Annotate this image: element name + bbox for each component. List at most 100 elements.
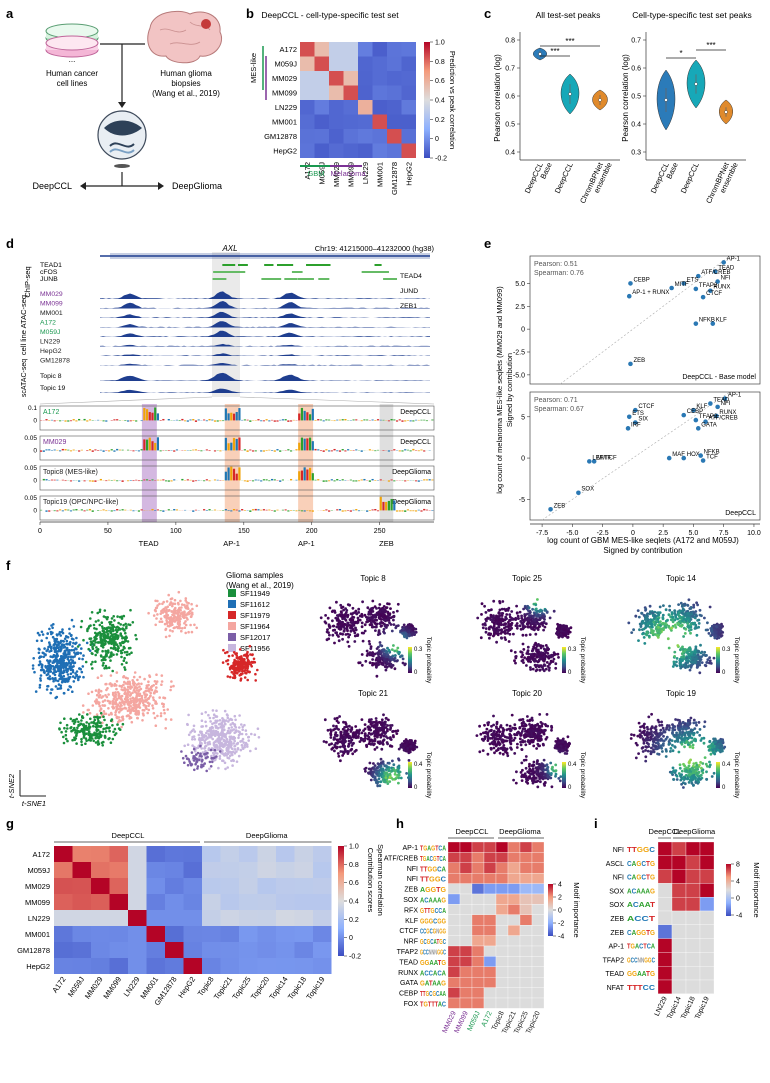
tsne-point [189,609,192,613]
heatmap-cell [401,143,416,158]
tsne-point [62,669,66,672]
x-tick: -7.5 [536,530,548,537]
tsne-point [102,631,106,635]
topic-point [363,623,367,627]
tsne-point [76,645,80,648]
contribution-bar [281,419,285,421]
tsne-point [191,613,194,616]
topic-point [376,651,379,655]
tsne-point [31,667,35,670]
contribution-bar [265,509,268,511]
tsne-point [211,756,215,760]
tsne-point [143,677,146,681]
topic-title: Topic 25 [512,574,542,583]
topic-point [384,606,388,610]
contribution-model: DeepGlioma [392,469,431,476]
tsne-point [81,704,85,707]
contribution-bar [404,480,407,482]
topic-point [688,668,692,672]
contribution-bar [126,480,130,482]
tsne-point [48,641,51,644]
tsne-point [140,682,143,686]
tsne-point [255,668,259,672]
contribution-bar [355,509,358,511]
topic-point [380,624,383,628]
topic-point [344,611,348,614]
point-label: GATA [701,422,716,428]
legend-swatch [228,644,236,652]
tsne-point [218,750,222,753]
contribution-bar [189,479,192,481]
contribution-bar [88,480,92,482]
contribution-bar [64,449,67,451]
heatmap-cell [401,85,416,100]
row-label: A172 [279,45,297,54]
contribution-bar [159,450,162,452]
tsne-point [192,755,196,758]
tsne-point [184,631,187,635]
contribution-bar [116,480,119,482]
topic-point [369,652,373,655]
contribution-bar [124,509,127,511]
scatter-point [633,407,638,413]
tsne-point [118,728,122,731]
tsne-point [116,628,120,632]
tsne-point [106,632,110,636]
tsne-point [128,652,131,656]
contribution-bar [246,419,249,421]
contribution-bar [262,479,265,481]
topic-cmin: 0 [568,670,572,676]
topic-point [366,606,370,610]
tsne-point [179,617,182,621]
topic-point [662,622,666,626]
tsne-point [116,637,119,641]
tsne-point [75,742,78,745]
topic-point [364,659,368,663]
topic-point [375,647,379,650]
contribution-bar [406,509,410,511]
tsne-point [49,630,53,634]
topic-point [670,611,674,614]
tsne-point [187,733,191,737]
contribution-bar [137,450,140,452]
tsne-point [49,655,52,658]
tsne-point [91,647,95,650]
topic-point [379,651,383,655]
topic-point [379,614,383,617]
tsne-point [128,683,132,686]
y-tick: 0 [521,456,525,463]
tsne-point [138,685,141,688]
topic-point [347,645,351,648]
topic-point [407,633,411,637]
contribution-bar [382,419,385,421]
chip-peak [264,264,274,266]
tsne-point [109,719,113,722]
tsne-point [212,742,216,746]
topic-point [393,649,397,653]
tsne-point [206,729,209,733]
tsne-point [85,739,88,743]
topic-point [706,658,710,662]
tsne-point [218,744,222,747]
topic-point [542,659,546,663]
sample-legend: SF11949SF11612SF11979SF11964SF12017SF119… [228,589,270,653]
tsne-point [245,671,248,675]
contribution-bar [330,450,333,452]
contribution-bar [235,473,238,481]
contribution-bar [341,419,344,421]
atac-signal [100,363,430,366]
x-tick: 200 [306,528,318,535]
tsne-point [123,666,126,669]
contribution-bar [192,510,195,512]
chip-peak [291,271,303,273]
tsne-point [231,721,234,725]
tsne-point [124,689,127,692]
tsne-point [171,604,174,608]
contribution-bar [205,479,208,481]
topic-point [531,654,534,658]
topic-point [636,609,640,612]
tsne-point [203,736,206,739]
contribution-bar [284,509,287,511]
tsne-point [183,610,186,613]
